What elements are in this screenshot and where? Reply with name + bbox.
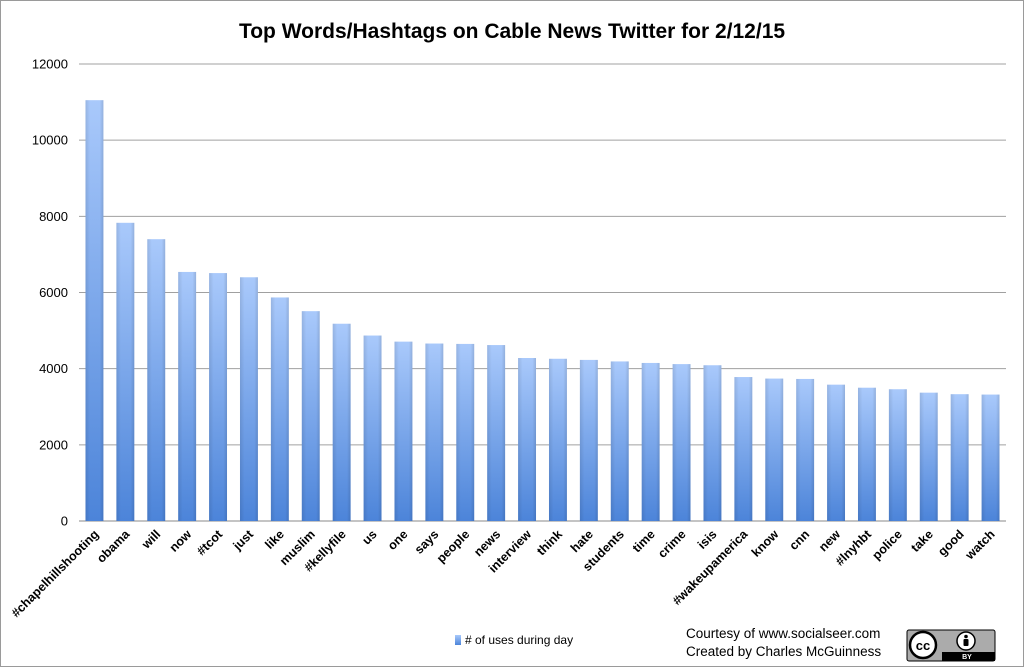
bar-shading: [765, 378, 784, 521]
x-tick-label: good: [935, 527, 966, 558]
y-tick-label: 4000: [39, 361, 68, 376]
bar-shading: [178, 271, 197, 521]
cc-by-label: BY: [962, 654, 972, 661]
y-tick-label: 2000: [39, 437, 68, 452]
y-tick-label: 12000: [32, 57, 68, 72]
bar-shading: [270, 297, 289, 521]
legend-swatch: [455, 635, 461, 645]
cc-by-icon: cc BY: [906, 629, 996, 662]
bar-shading: [827, 384, 846, 521]
bar-shading: [888, 389, 907, 521]
x-tick-label: like: [262, 527, 287, 552]
x-tick-label: #lnyhbt: [833, 527, 875, 569]
y-tick-label: 10000: [32, 133, 68, 148]
bar-shading: [301, 311, 320, 521]
x-tick-label: people: [434, 527, 472, 565]
bar-shading: [579, 359, 598, 521]
bar-shading: [239, 277, 258, 521]
x-tick-label: crime: [655, 527, 689, 561]
gridlines: [79, 63, 1006, 522]
bar-shading: [703, 365, 722, 521]
bar-shading: [857, 387, 876, 521]
bar-shading: [116, 222, 135, 521]
x-tick-label: think: [534, 527, 565, 558]
bar-shading: [796, 378, 815, 521]
bar-shading: [518, 358, 537, 521]
x-tick-label: obama: [94, 526, 133, 565]
x-tick-label: #tcot: [194, 527, 226, 559]
x-tick-label: new: [816, 527, 843, 554]
legend: # of uses during day: [455, 633, 573, 647]
bar-shading: [548, 358, 567, 521]
bar-shading: [487, 345, 506, 521]
y-tick-label: 6000: [39, 285, 68, 300]
x-tick-label: take: [908, 527, 936, 555]
bar-shading: [363, 335, 382, 521]
bar-shading: [919, 392, 938, 521]
x-tick-label: police: [870, 527, 905, 562]
x-tick-label: will: [139, 527, 164, 552]
y-tick-label: 8000: [39, 209, 68, 224]
bar-shading: [147, 239, 166, 521]
x-tick-label: watch: [962, 527, 998, 563]
bar-shading: [332, 323, 351, 521]
bar-shading: [641, 362, 660, 521]
bar-shading: [209, 273, 228, 521]
x-tick-label: #chapelhillshooting: [9, 527, 102, 620]
y-tick-label: 0: [61, 514, 68, 529]
x-tick-label: time: [630, 527, 658, 555]
svg-text:cc: cc: [916, 638, 930, 653]
bar-shading: [981, 394, 1000, 521]
bar-shading: [456, 343, 475, 521]
x-tick-label: just: [230, 527, 257, 554]
x-tick-label: cnn: [787, 527, 813, 553]
bar-shading: [394, 341, 413, 521]
x-tick-label: know: [749, 527, 782, 560]
x-tick-label: one: [385, 527, 411, 553]
bar-shading: [734, 377, 753, 521]
x-tick-label: us: [359, 527, 379, 547]
bar-shading: [950, 394, 969, 521]
credit-line-1: Courtesy of www.socialseer.com: [686, 626, 880, 641]
x-tick-label: now: [167, 527, 195, 555]
bars: [85, 100, 1000, 521]
chart-title: Top Words/Hashtags on Cable News Twitter…: [239, 20, 785, 43]
bar-shading: [85, 100, 104, 521]
y-axis-ticks: 0 2000 4000 6000 8000 10000 12000: [32, 57, 68, 529]
x-tick-label: isis: [695, 527, 720, 552]
bar-shading: [425, 343, 444, 521]
bar-shading: [610, 361, 629, 521]
bar-shading: [672, 364, 691, 521]
credit-line-2: Created by Charles McGuinness: [686, 644, 881, 659]
legend-label: # of uses during day: [465, 633, 573, 647]
